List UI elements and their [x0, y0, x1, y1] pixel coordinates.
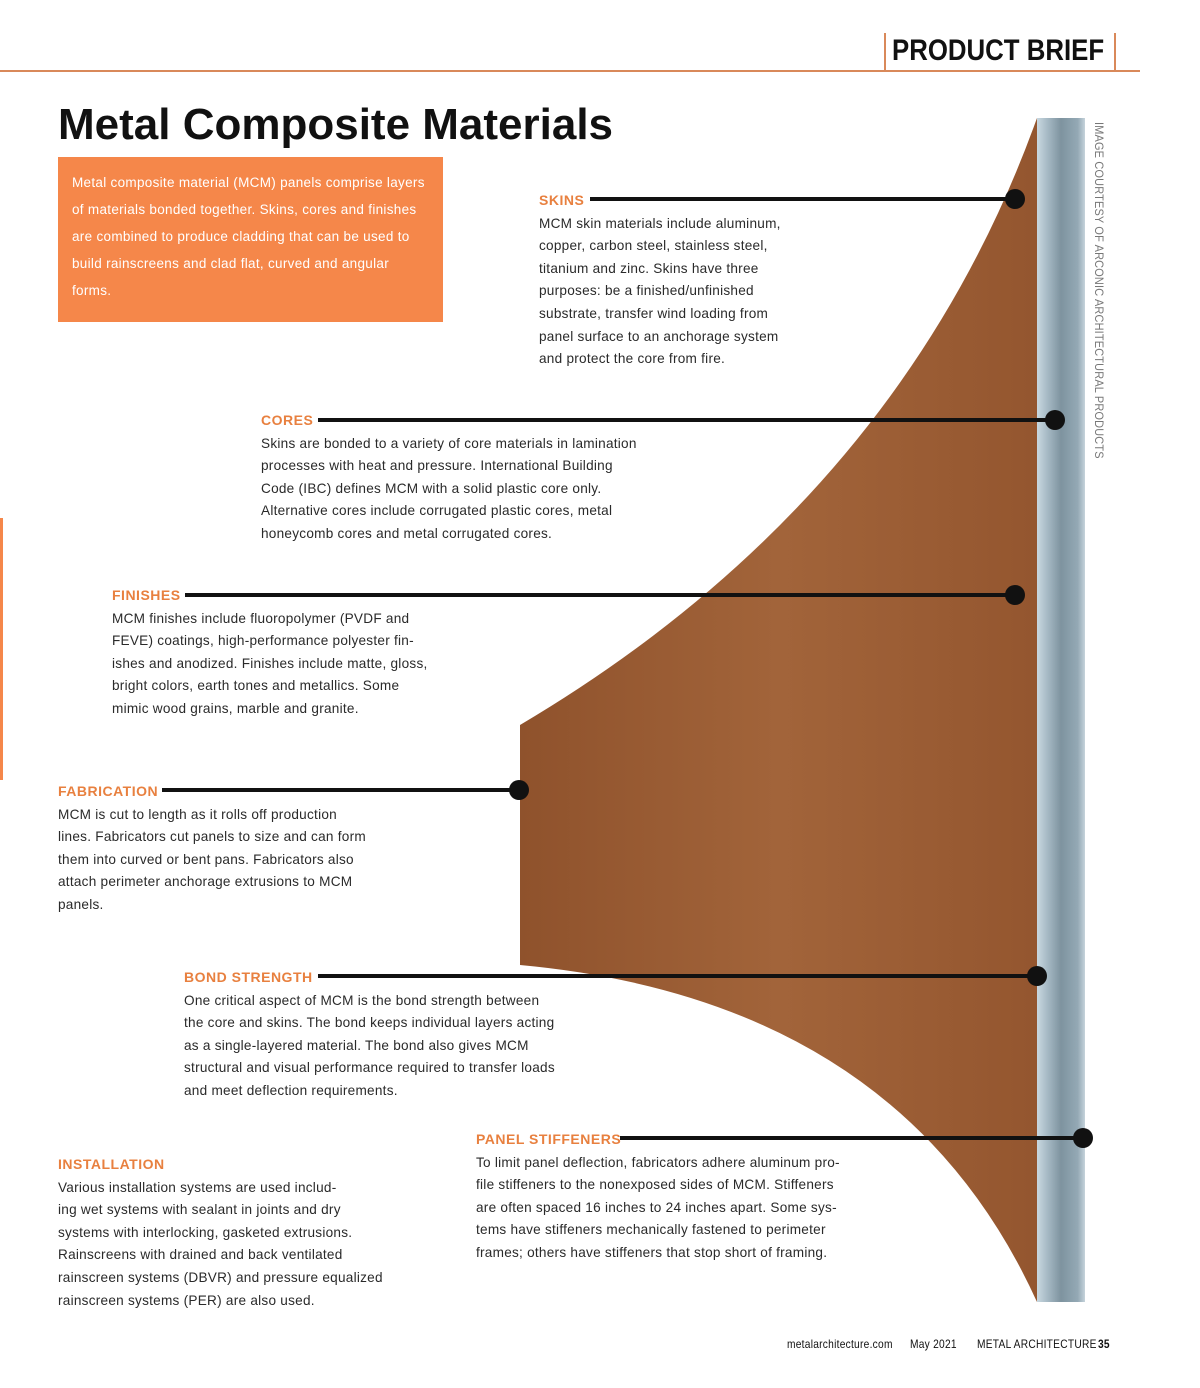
skins-leader-dot — [1005, 189, 1025, 209]
text-line: One critical aspect of MCM is the bond s… — [184, 992, 540, 1008]
section-panel-stiffeners: PANEL STIFFENERS To limit panel deflecti… — [476, 1129, 876, 1265]
skins-leader-line — [590, 197, 1015, 201]
text-line: honeycomb cores and metal corrugated cor… — [261, 525, 553, 541]
text-line: bright colors, earth tones and metallics… — [112, 678, 400, 694]
metal-skin-edge — [1037, 118, 1085, 1302]
footer-magazine: METAL ARCHITECTURE — [977, 1337, 1097, 1351]
section-label-frame — [884, 33, 1116, 71]
section-fabrication: FABRICATION MCM is cut to length as it r… — [58, 781, 398, 917]
section-heading: SKINS — [539, 192, 585, 208]
text-line: Various installation systems are used in… — [58, 1179, 337, 1195]
section-heading: BOND STRENGTH — [184, 969, 313, 985]
finishes-leader-dot — [1005, 585, 1025, 605]
text-line: ishes and anodized. Finishes include mat… — [112, 655, 428, 671]
text-line: lines. Fabricators cut panels to size an… — [58, 829, 366, 845]
text-line: Code (IBC) defines MCM with a solid plas… — [261, 480, 602, 496]
text-line: the core and skins. The bond keeps indiv… — [184, 1015, 555, 1031]
bond-strength-leader-dot — [1027, 966, 1047, 986]
page-number: 35 — [1098, 1337, 1110, 1351]
text-line: Alternative cores include corrugated pla… — [261, 503, 613, 519]
text-line: tems have stiffeners mechanically fasten… — [476, 1222, 826, 1238]
panel-stiffeners-leader-line — [620, 1136, 1083, 1140]
text-line: purposes: be a finished/unfinished — [539, 283, 754, 299]
section-cores: CORES Skins are bonded to a variety of c… — [261, 410, 681, 546]
text-line: Rainscreens with drained and back ventil… — [58, 1247, 343, 1263]
section-skins: SKINS MCM skin materials include aluminu… — [539, 190, 809, 371]
text-line: MCM skin materials include aluminum, — [539, 215, 781, 231]
text-line: To limit panel deflection, fabricators a… — [476, 1154, 840, 1170]
section-heading: FABRICATION — [58, 783, 159, 799]
text-line: and protect the core from fire. — [539, 351, 726, 367]
panel-stiffeners-leader-dot — [1073, 1128, 1093, 1148]
section-heading: INSTALLATION — [58, 1156, 165, 1172]
page-title: Metal Composite Materials — [58, 100, 614, 149]
accent-bar — [0, 518, 3, 780]
text-line: mimic wood grains, marble and granite. — [112, 700, 359, 716]
cores-leader-dot — [1045, 410, 1065, 430]
intro-box: Metal composite material (MCM) panels co… — [58, 157, 443, 322]
cores-leader-line — [318, 418, 1055, 422]
text-line: substrate, transfer wind loading from — [539, 305, 769, 321]
text-line: file stiffeners to the nonexposed sides … — [476, 1177, 834, 1193]
header-rule — [0, 70, 1140, 72]
footer-issue: May 2021 — [910, 1337, 957, 1351]
text-line: as a single-layered material. The bond a… — [184, 1037, 529, 1053]
text-line: Skins are bonded to a variety of core ma… — [261, 435, 637, 451]
fabrication-leader-line — [162, 788, 519, 792]
text-line: titanium and zinc. Skins have three — [539, 260, 759, 276]
text-line: them into curved or bent pans. Fabricato… — [58, 851, 354, 867]
footer-website: metalarchitecture.com — [787, 1337, 893, 1351]
image-credit: IMAGE COURTESY OF ARCONIC ARCHITECTURAL … — [1092, 122, 1104, 459]
text-line: MCM is cut to length as it rolls off pro… — [58, 806, 337, 822]
fabrication-leader-dot — [509, 780, 529, 800]
wood-finish-panel — [520, 118, 1037, 1302]
section-label: PRODUCT BRIEF — [892, 34, 1105, 67]
section-finishes: FINISHES MCM finishes include fluoropoly… — [112, 585, 452, 721]
text-line: structural and visual performance requir… — [184, 1060, 555, 1076]
text-line: frames; others have stiffeners that stop… — [476, 1244, 828, 1260]
bond-strength-leader-line — [318, 974, 1037, 978]
text-line: panels. — [58, 896, 104, 912]
text-line: and meet deflection requirements. — [184, 1082, 398, 1098]
text-line: systems with interlocking, gasketed extr… — [58, 1224, 353, 1240]
text-line: rainscreen systems (DBVR) and pressure e… — [58, 1269, 383, 1285]
text-line: MCM finishes include fluoropolymer (PVDF… — [112, 610, 410, 626]
finishes-leader-line — [185, 593, 1015, 597]
text-line: processes with heat and pressure. Intern… — [261, 458, 613, 474]
text-line: panel surface to an anchorage system — [539, 328, 779, 344]
section-heading: CORES — [261, 412, 314, 428]
section-bond-strength: BOND STRENGTH One critical aspect of MCM… — [184, 967, 584, 1103]
text-line: copper, carbon steel, stainless steel, — [539, 238, 768, 254]
text-line: ing wet systems with sealant in joints a… — [58, 1202, 341, 1218]
section-installation: INSTALLATION Various installation system… — [58, 1154, 418, 1312]
text-line: FEVE) coatings, high-performance polyest… — [112, 633, 414, 649]
text-line: rainscreen systems (PER) are also used. — [58, 1292, 315, 1308]
section-heading: FINISHES — [112, 587, 181, 603]
text-line: are often spaced 16 inches to 24 inches … — [476, 1199, 837, 1215]
text-line: attach perimeter anchorage extrusions to… — [58, 874, 353, 890]
section-heading: PANEL STIFFENERS — [476, 1131, 622, 1147]
